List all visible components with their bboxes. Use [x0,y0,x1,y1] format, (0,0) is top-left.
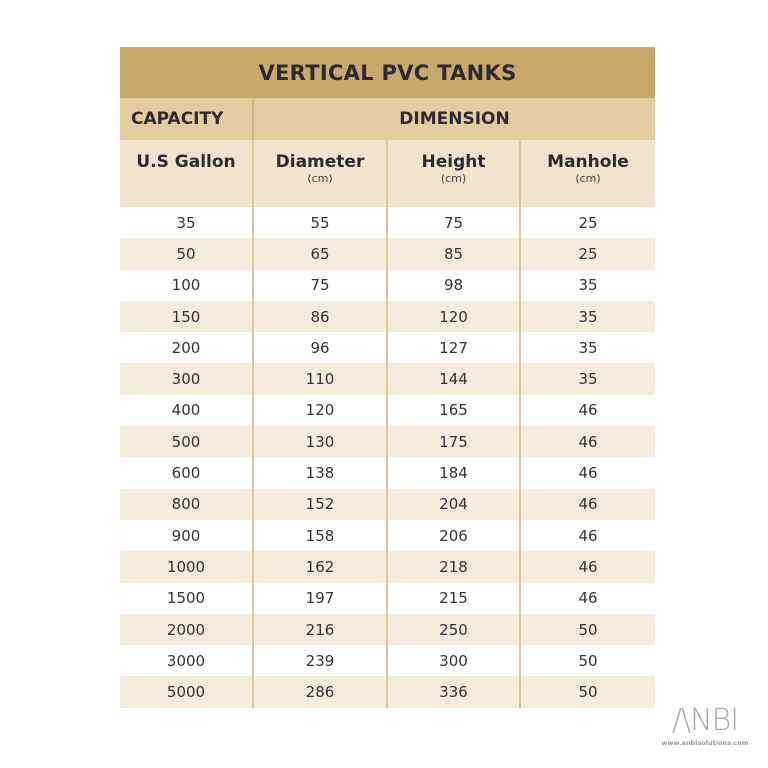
table-cell: 175 [388,426,521,458]
table-cell: 197 [254,582,388,614]
table-cell: 165 [388,394,521,427]
table-row: 150 86 120 35 [120,300,655,333]
table-cell: 300 [388,645,521,677]
column-header-gallon: U.S Gallon [120,140,254,207]
table-cell: 144 [388,363,521,395]
table-cell: 75 [388,207,521,239]
table-cell: 600 [120,457,254,489]
table-cell: 3000 [120,645,254,677]
table-row: 50 65 85 25 [120,238,655,270]
table-cell: 25 [578,213,598,232]
table-cell: 800 [120,488,254,520]
table-cell: 150 [120,300,254,333]
table-cell: 204 [388,488,521,520]
table-cell: 50 [578,683,598,702]
table-row: 1000 162 218 46 [120,551,655,583]
table-cell: 239 [254,645,388,677]
table-cell: 218 [388,551,521,583]
table-cell: 55 [254,207,388,239]
column-header-height: Height (cm) [388,140,521,207]
table-cell: 138 [254,457,388,489]
table-cell: 86 [254,300,388,333]
table-cell: 35 [578,370,598,389]
table-row: 3000 239 300 50 [120,645,655,677]
table-cell: 500 [120,426,254,458]
table-body: 35 55 75 25 50 65 85 25 100 75 98 35 150 86 120 35 200 96… [120,207,655,708]
table-row: 300 110 144 35 [120,363,655,395]
table-cell: 200 [120,332,254,364]
table-cell: 85 [388,238,521,270]
table-cell: 50 [578,620,598,639]
table-row: 800 152 204 46 [120,488,655,520]
table-row: 5000 286 336 50 [120,676,655,708]
table-cell: 110 [254,363,388,395]
table-title: VERTICAL PVC TANKS [120,47,655,98]
logo-url: www.anbisolutions.com [661,739,749,747]
table-cell: 35 [578,276,598,295]
table-cell: 300 [120,363,254,395]
table-cell: 100 [120,269,254,301]
table-cell: 98 [388,269,521,301]
table-row: 35 55 75 25 [120,207,655,239]
table-cell: 46 [578,401,598,420]
table-cell: 152 [254,488,388,520]
table-cell: 50 [578,651,598,670]
table-row: 600 138 184 46 [120,457,655,489]
column-header-manhole: Manhole (cm) [547,152,629,185]
table-cell: 46 [578,526,598,545]
column-header-diameter: Diameter (cm) [254,140,388,207]
table-cell: 46 [578,464,598,483]
table-cell: 25 [578,244,598,263]
capacity-header: CAPACITY [120,98,254,140]
table-cell: 35 [578,338,598,357]
table-cell: 184 [388,457,521,489]
table-cell: 120 [388,300,521,333]
table-cell: 1000 [120,551,254,583]
table-cell: 46 [578,495,598,514]
table-cell: 206 [388,519,521,552]
table-cell: 127 [388,332,521,364]
table-cell: 120 [254,394,388,427]
anbi-logo: /\NBI www.anbisolutions.com [650,703,760,753]
table-cell: 336 [388,676,521,708]
table-cell: 35 [578,307,598,326]
table-row: 400 120 165 46 [120,394,655,427]
table-cell: 35 [120,207,254,239]
table-row: 1500 197 215 46 [120,582,655,614]
tank-table: VERTICAL PVC TANKS CAPACITY DIMENSION U.… [120,47,655,708]
table-row: 200 96 127 35 [120,332,655,364]
table-cell: 46 [578,589,598,608]
table-cell: 215 [388,582,521,614]
table-cell: 250 [388,613,521,646]
table-row: 900 158 206 46 [120,519,655,552]
table-cell: 46 [578,432,598,451]
dimension-header: DIMENSION [399,109,510,129]
table-cell: 75 [254,269,388,301]
table-row: 2000 216 250 50 [120,613,655,646]
table-row: 100 75 98 35 [120,269,655,301]
table-cell: 5000 [120,676,254,708]
table-row: 500 130 175 46 [120,426,655,458]
logo-mark: /\NBI [671,703,739,738]
table-cell: 50 [120,238,254,270]
table-cell: 216 [254,613,388,646]
table-cell: 96 [254,332,388,364]
table-cell: 158 [254,519,388,552]
table-cell: 130 [254,426,388,458]
table-cell: 2000 [120,613,254,646]
table-cell: 400 [120,394,254,427]
group-header-row: CAPACITY DIMENSION [120,98,655,140]
table-cell: 65 [254,238,388,270]
table-cell: 46 [578,557,598,576]
table-cell: 162 [254,551,388,583]
column-header-row: U.S Gallon Diameter (cm) Height (cm) Manho… [120,140,655,207]
table-cell: 900 [120,519,254,552]
table-cell: 286 [254,676,388,708]
table-cell: 1500 [120,582,254,614]
